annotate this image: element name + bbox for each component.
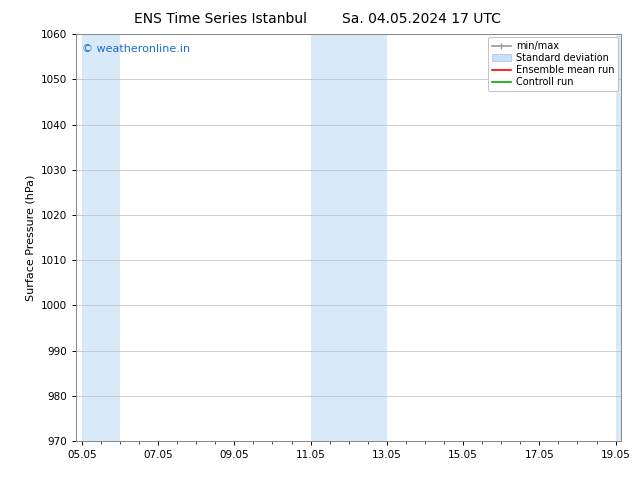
Bar <box>616 34 621 441</box>
Bar <box>82 34 120 441</box>
Text: © weatheronline.in: © weatheronline.in <box>82 45 190 54</box>
Y-axis label: Surface Pressure (hPa): Surface Pressure (hPa) <box>25 174 36 301</box>
Text: ENS Time Series Istanbul        Sa. 04.05.2024 17 UTC: ENS Time Series Istanbul Sa. 04.05.2024 … <box>134 12 500 26</box>
Bar <box>311 34 387 441</box>
Legend: min/max, Standard deviation, Ensemble mean run, Controll run: min/max, Standard deviation, Ensemble me… <box>488 37 618 91</box>
